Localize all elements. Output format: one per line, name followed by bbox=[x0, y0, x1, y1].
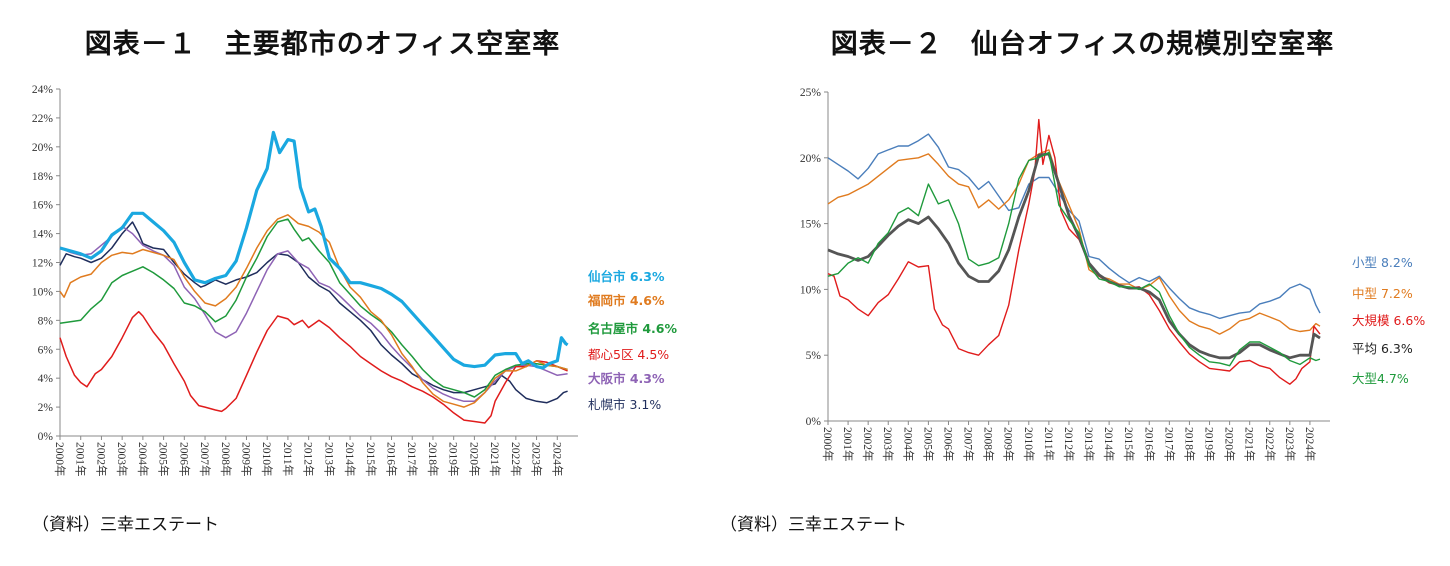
x-tick-label: 2006年 bbox=[177, 442, 191, 477]
x-tick-label: 2021年 bbox=[488, 442, 502, 477]
series-label-福岡市: 福岡市 4.6% bbox=[587, 293, 665, 308]
line-chart-2: 0% 5% 10% 15% 20% 25% 2000年 2001年 2002年 2003年 2004… bbox=[800, 87, 1425, 462]
x-tick-label: 2009年 bbox=[1002, 427, 1016, 462]
series-label-中型: 中型 7.2% bbox=[1352, 286, 1413, 301]
x-tick-label: 2018年 bbox=[426, 442, 440, 477]
chart-title: 図表－２ 仙台オフィスの規模別空室率 bbox=[830, 29, 1335, 60]
x-tick-label: 2008年 bbox=[982, 427, 996, 462]
x-tick-label: 2014年 bbox=[1102, 427, 1116, 462]
x-tick-label: 2016年 bbox=[385, 442, 399, 477]
y-tick-label: 18% bbox=[32, 171, 54, 183]
x-tick-label: 2002年 bbox=[861, 427, 875, 462]
series-line-名古屋市 bbox=[59, 218, 568, 398]
x-tick-label: 2020年 bbox=[1223, 427, 1237, 462]
x-tick-label: 2007年 bbox=[198, 442, 212, 477]
series-line-中型 bbox=[827, 149, 1321, 335]
x-tick-label: 2012年 bbox=[1062, 427, 1076, 462]
x-tick-label: 2008年 bbox=[219, 442, 233, 477]
y-tick-label: 24% bbox=[32, 84, 54, 96]
y-tick-label: 22% bbox=[32, 113, 54, 125]
x-tick-label: 2000年 bbox=[821, 427, 835, 462]
source-note: （資料）三幸エステート bbox=[720, 515, 907, 535]
x-tick-label: 2002年 bbox=[94, 442, 108, 477]
y-tick-label: 14% bbox=[32, 229, 54, 241]
x-tick-label: 2001年 bbox=[74, 442, 88, 477]
x-tick-label: 2022年 bbox=[1263, 427, 1277, 462]
x-tick-label: 2009年 bbox=[239, 442, 253, 477]
x-tick-label: 2000年 bbox=[53, 442, 67, 477]
x-tick-label: 2001年 bbox=[841, 427, 855, 462]
x-tick-label: 2022年 bbox=[509, 442, 523, 477]
y-tick-label: 20% bbox=[32, 142, 54, 154]
y-tick-label: 25% bbox=[800, 87, 822, 99]
x-tick-label: 2010年 bbox=[260, 442, 274, 477]
series-line-小型 bbox=[827, 133, 1321, 320]
x-tick-label: 2020年 bbox=[467, 442, 481, 477]
x-tick-label: 2013年 bbox=[1082, 427, 1096, 462]
x-tick-label: 2005年 bbox=[157, 442, 171, 477]
y-tick-label: 6% bbox=[38, 344, 54, 356]
x-tick-label: 2005年 bbox=[921, 427, 935, 462]
series-line-福岡市 bbox=[59, 214, 568, 408]
series-label-大阪市: 大阪市 4.3% bbox=[588, 371, 665, 386]
x-tick-label: 2004年 bbox=[901, 427, 915, 462]
series-label-平均: 平均 6.3% bbox=[1352, 341, 1413, 356]
x-tick-label: 2021年 bbox=[1243, 427, 1257, 462]
source-note: （資料）三幸エステート bbox=[32, 515, 219, 535]
y-tick-label: 12% bbox=[32, 258, 54, 270]
y-tick-label: 10% bbox=[800, 284, 822, 296]
x-tick-label: 2003年 bbox=[881, 427, 895, 462]
x-tick-label: 2013年 bbox=[322, 442, 336, 477]
series-label-大規模: 大規模 6.6% bbox=[1352, 313, 1425, 328]
x-tick-label: 2024年 bbox=[550, 442, 564, 477]
series-line-札幌市 bbox=[59, 221, 568, 404]
x-tick-label: 2012年 bbox=[302, 442, 316, 477]
x-tick-label: 2011年 bbox=[1042, 427, 1056, 461]
chart-panel-2: 図表－２ 仙台オフィスの規模別空室率 0% 5% 10% 15% 20% 25% 2000年… bbox=[720, 0, 1450, 566]
x-tick-label: 2014年 bbox=[343, 442, 357, 477]
chart-title: 図表－１ 主要都市のオフィス空室率 bbox=[84, 29, 561, 60]
x-tick-label: 2010年 bbox=[1022, 427, 1036, 462]
line-chart-1: 0% 2% 4% 6% 8% 10% 12% 14% 16% 18% 20% 22% 24% 2000年 2… bbox=[32, 84, 678, 477]
x-tick-label: 2023年 bbox=[530, 442, 544, 477]
series-label-札幌市: 札幌市 3.1% bbox=[588, 397, 661, 412]
series-line-仙台市 bbox=[59, 130, 569, 370]
y-tick-label: 5% bbox=[806, 350, 822, 362]
y-tick-label: 15% bbox=[800, 219, 822, 231]
y-tick-label: 16% bbox=[32, 200, 54, 212]
y-tick-label: 4% bbox=[38, 373, 54, 385]
x-tick-label: 2016年 bbox=[1142, 427, 1156, 462]
x-tick-label: 2024年 bbox=[1303, 427, 1317, 462]
x-tick-label: 2004年 bbox=[136, 442, 150, 477]
x-tick-label: 2007年 bbox=[962, 427, 976, 462]
series-label-都心5区: 都心5区 4.5% bbox=[588, 347, 669, 362]
x-tick-label: 2019年 bbox=[447, 442, 461, 477]
x-tick-label: 2011年 bbox=[281, 442, 295, 476]
x-tick-label: 2017年 bbox=[405, 442, 419, 477]
chart-panel-1: 図表－１ 主要都市のオフィス空室率 0% 2% 4% 6% 8% 10% 12% 14% 16%… bbox=[32, 29, 678, 535]
series-label-名古屋市: 名古屋市 4.6% bbox=[588, 321, 677, 336]
x-tick-label: 2015年 bbox=[1122, 427, 1136, 462]
x-tick-label: 2023年 bbox=[1283, 427, 1297, 462]
y-tick-label: 2% bbox=[38, 402, 54, 414]
series-label-小型: 小型 8.2% bbox=[1352, 255, 1413, 270]
x-tick-label: 2019年 bbox=[1203, 427, 1217, 462]
y-tick-label: 10% bbox=[32, 286, 54, 298]
x-tick-label: 2003年 bbox=[115, 442, 129, 477]
y-tick-label: 20% bbox=[800, 153, 822, 165]
series-line-平均 bbox=[827, 152, 1321, 360]
y-tick-label: 0% bbox=[38, 431, 54, 443]
series-line-大型 bbox=[827, 151, 1321, 367]
x-tick-label: 2015年 bbox=[364, 442, 378, 477]
x-tick-label: 2006年 bbox=[941, 427, 955, 462]
y-tick-label: 8% bbox=[38, 315, 54, 327]
series-line-大規模 bbox=[827, 118, 1321, 385]
series-label-大型: 大型4.7% bbox=[1352, 371, 1409, 386]
series-label-仙台市: 仙台市 6.3% bbox=[588, 269, 665, 284]
x-tick-label: 2017年 bbox=[1162, 427, 1176, 462]
x-tick-label: 2018年 bbox=[1182, 427, 1196, 462]
y-tick-label: 0% bbox=[806, 416, 822, 428]
series-line-都心5区 bbox=[59, 310, 568, 424]
